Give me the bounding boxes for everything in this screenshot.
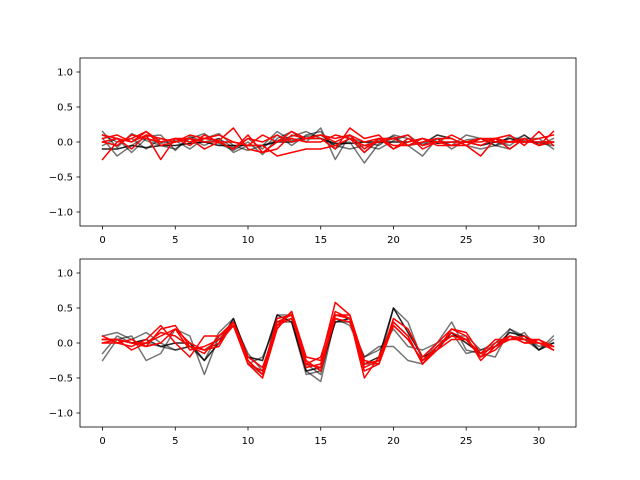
series-line-8	[101, 314, 555, 376]
top-subplot: 0 5 10 15 20 25 30 −1.0 −0.5 0.0 0.5 1.0	[49, 57, 577, 246]
x-tick-label: 5	[172, 436, 178, 447]
series-line-8	[101, 130, 555, 161]
x-tick-label: 20	[387, 235, 400, 246]
y-tick-label: −1.0	[49, 409, 73, 420]
y-tick-label: −0.5	[49, 374, 73, 385]
x-tick-label: 10	[242, 235, 255, 246]
y-tick-label: 1.0	[57, 269, 73, 280]
x-tick-label: 0	[99, 235, 105, 246]
series-lines	[101, 301, 555, 383]
x-tick-label: 25	[460, 235, 473, 246]
x-tick-label: 25	[460, 436, 473, 447]
y-tick-label: 0.0	[57, 339, 73, 350]
x-tick-label: 30	[533, 235, 546, 246]
x-tick-label: 15	[314, 235, 327, 246]
y-tick-label: −0.5	[49, 173, 73, 184]
y-tick-label: 0.0	[57, 138, 73, 149]
y-tick-label: 0.5	[57, 304, 73, 315]
y-tick-label: 0.5	[57, 103, 73, 114]
x-tick-label: 0	[99, 436, 105, 447]
y-tick-label: −1.0	[49, 208, 73, 219]
x-tick-label: 5	[172, 235, 178, 246]
x-tick-label: 20	[387, 436, 400, 447]
x-tick-label: 10	[242, 436, 255, 447]
y-tick-label: 1.0	[57, 68, 73, 79]
x-tick-label: 15	[314, 436, 327, 447]
series-line-9	[101, 134, 555, 157]
series-lines	[101, 127, 555, 164]
bottom-subplot: 0 5 10 15 20 25 30 −1.0 −0.5 0.0 0.5 1.0	[49, 258, 577, 447]
x-tick-label: 30	[533, 436, 546, 447]
